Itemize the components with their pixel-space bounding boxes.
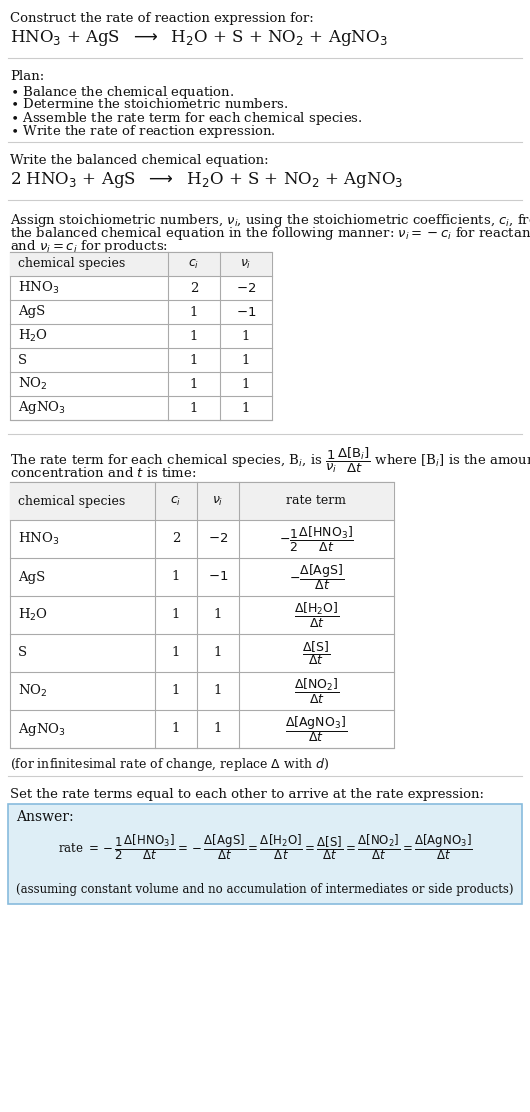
Text: AgS: AgS — [18, 306, 45, 318]
Text: HNO$_3$ + AgS  $\longrightarrow$  H$_2$O + S + NO$_2$ + AgNO$_3$: HNO$_3$ + AgS $\longrightarrow$ H$_2$O +… — [10, 28, 387, 48]
Text: 1: 1 — [190, 401, 198, 415]
Text: chemical species: chemical species — [18, 258, 125, 270]
Text: (assuming constant volume and no accumulation of intermediates or side products): (assuming constant volume and no accumul… — [16, 883, 514, 896]
Text: $-\dfrac{\Delta[\mathrm{AgS}]}{\Delta t}$: $-\dfrac{\Delta[\mathrm{AgS}]}{\Delta t}… — [289, 562, 344, 592]
Text: rate $= -\dfrac{1}{2}\dfrac{\Delta[\mathrm{HNO_3}]}{\Delta t} = -\dfrac{\Delta[\: rate $= -\dfrac{1}{2}\dfrac{\Delta[\math… — [58, 832, 472, 862]
Text: The rate term for each chemical species, B$_i$, is $\dfrac{1}{\nu_i}\dfrac{\Delt: The rate term for each chemical species,… — [10, 446, 530, 475]
Text: 1: 1 — [214, 723, 222, 735]
Text: $\nu_i$: $\nu_i$ — [240, 258, 252, 270]
Text: $\dfrac{\Delta[\mathrm{NO_2}]}{\Delta t}$: $\dfrac{\Delta[\mathrm{NO_2}]}{\Delta t}… — [294, 676, 339, 705]
Text: $-\dfrac{1}{2}\dfrac{\Delta[\mathrm{HNO_3}]}{\Delta t}$: $-\dfrac{1}{2}\dfrac{\Delta[\mathrm{HNO_… — [279, 525, 354, 554]
Text: 1: 1 — [172, 570, 180, 584]
Text: HNO$_3$: HNO$_3$ — [18, 530, 59, 547]
Text: and $\nu_i = c_i$ for products:: and $\nu_i = c_i$ for products: — [10, 238, 168, 255]
Text: 1: 1 — [242, 401, 250, 415]
Text: S: S — [18, 646, 27, 659]
Text: $-1$: $-1$ — [208, 570, 228, 584]
Text: $\dfrac{\Delta[\mathrm{AgNO_3}]}{\Delta t}$: $\dfrac{\Delta[\mathrm{AgNO_3}]}{\Delta … — [286, 714, 348, 744]
Text: 2: 2 — [190, 281, 198, 295]
Text: 1: 1 — [172, 723, 180, 735]
Text: $\bullet$ Write the rate of reaction expression.: $\bullet$ Write the rate of reaction exp… — [10, 123, 276, 140]
Text: NO$_2$: NO$_2$ — [18, 683, 48, 699]
Text: 1: 1 — [190, 306, 198, 318]
Text: 1: 1 — [242, 329, 250, 342]
Text: AgNO$_3$: AgNO$_3$ — [18, 721, 66, 737]
Text: 2: 2 — [172, 533, 180, 546]
Text: $\dfrac{\Delta[\mathrm{S}]}{\Delta t}$: $\dfrac{\Delta[\mathrm{S}]}{\Delta t}$ — [303, 639, 331, 667]
Text: (for infinitesimal rate of change, replace $\Delta$ with $d$): (for infinitesimal rate of change, repla… — [10, 756, 329, 773]
Text: $-1$: $-1$ — [236, 306, 256, 318]
Text: 1: 1 — [172, 608, 180, 622]
Text: Plan:: Plan: — [10, 70, 44, 83]
Text: 1: 1 — [242, 354, 250, 367]
Text: H$_2$O: H$_2$O — [18, 328, 48, 344]
Text: 1: 1 — [214, 685, 222, 697]
Bar — [10, 252, 272, 276]
Text: $-2$: $-2$ — [236, 281, 256, 295]
Text: $c_i$: $c_i$ — [188, 258, 200, 270]
Text: 1: 1 — [214, 646, 222, 659]
Text: 1: 1 — [214, 608, 222, 622]
Text: 1: 1 — [190, 377, 198, 390]
Text: $\nu_i$: $\nu_i$ — [213, 495, 224, 507]
Text: AgS: AgS — [18, 570, 45, 584]
Text: Answer:: Answer: — [16, 810, 74, 824]
Text: Construct the rate of reaction expression for:: Construct the rate of reaction expressio… — [10, 12, 314, 24]
Text: rate term: rate term — [287, 495, 347, 507]
Text: Set the rate terms equal to each other to arrive at the rate expression:: Set the rate terms equal to each other t… — [10, 788, 484, 801]
Text: HNO$_3$: HNO$_3$ — [18, 280, 59, 296]
Text: 1: 1 — [190, 329, 198, 342]
Text: AgNO$_3$: AgNO$_3$ — [18, 399, 66, 417]
Text: 1: 1 — [190, 354, 198, 367]
Bar — [10, 252, 272, 420]
Text: $-2$: $-2$ — [208, 533, 228, 546]
Text: $\dfrac{\Delta[\mathrm{H_2O}]}{\Delta t}$: $\dfrac{\Delta[\mathrm{H_2O}]}{\Delta t}… — [294, 600, 339, 629]
Text: S: S — [18, 354, 27, 367]
Text: 1: 1 — [172, 646, 180, 659]
Text: H$_2$O: H$_2$O — [18, 607, 48, 623]
Text: 2 HNO$_3$ + AgS  $\longrightarrow$  H$_2$O + S + NO$_2$ + AgNO$_3$: 2 HNO$_3$ + AgS $\longrightarrow$ H$_2$O… — [10, 170, 403, 190]
Text: Write the balanced chemical equation:: Write the balanced chemical equation: — [10, 153, 269, 167]
Bar — [10, 481, 394, 748]
Text: $c_i$: $c_i$ — [170, 495, 182, 507]
Text: $\bullet$ Determine the stoichiometric numbers.: $\bullet$ Determine the stoichiometric n… — [10, 97, 288, 111]
Bar — [10, 481, 394, 520]
Text: chemical species: chemical species — [18, 495, 125, 507]
Text: $\bullet$ Balance the chemical equation.: $\bullet$ Balance the chemical equation. — [10, 85, 234, 101]
Text: 1: 1 — [172, 685, 180, 697]
Text: the balanced chemical equation in the following manner: $\nu_i = -c_i$ for react: the balanced chemical equation in the fo… — [10, 225, 530, 242]
Text: NO$_2$: NO$_2$ — [18, 376, 48, 393]
Text: Assign stoichiometric numbers, $\nu_i$, using the stoichiometric coefficients, $: Assign stoichiometric numbers, $\nu_i$, … — [10, 212, 530, 229]
Text: 1: 1 — [242, 377, 250, 390]
Text: $\bullet$ Assemble the rate term for each chemical species.: $\bullet$ Assemble the rate term for eac… — [10, 110, 363, 127]
Bar — [8, 804, 522, 904]
Text: concentration and $t$ is time:: concentration and $t$ is time: — [10, 466, 197, 480]
